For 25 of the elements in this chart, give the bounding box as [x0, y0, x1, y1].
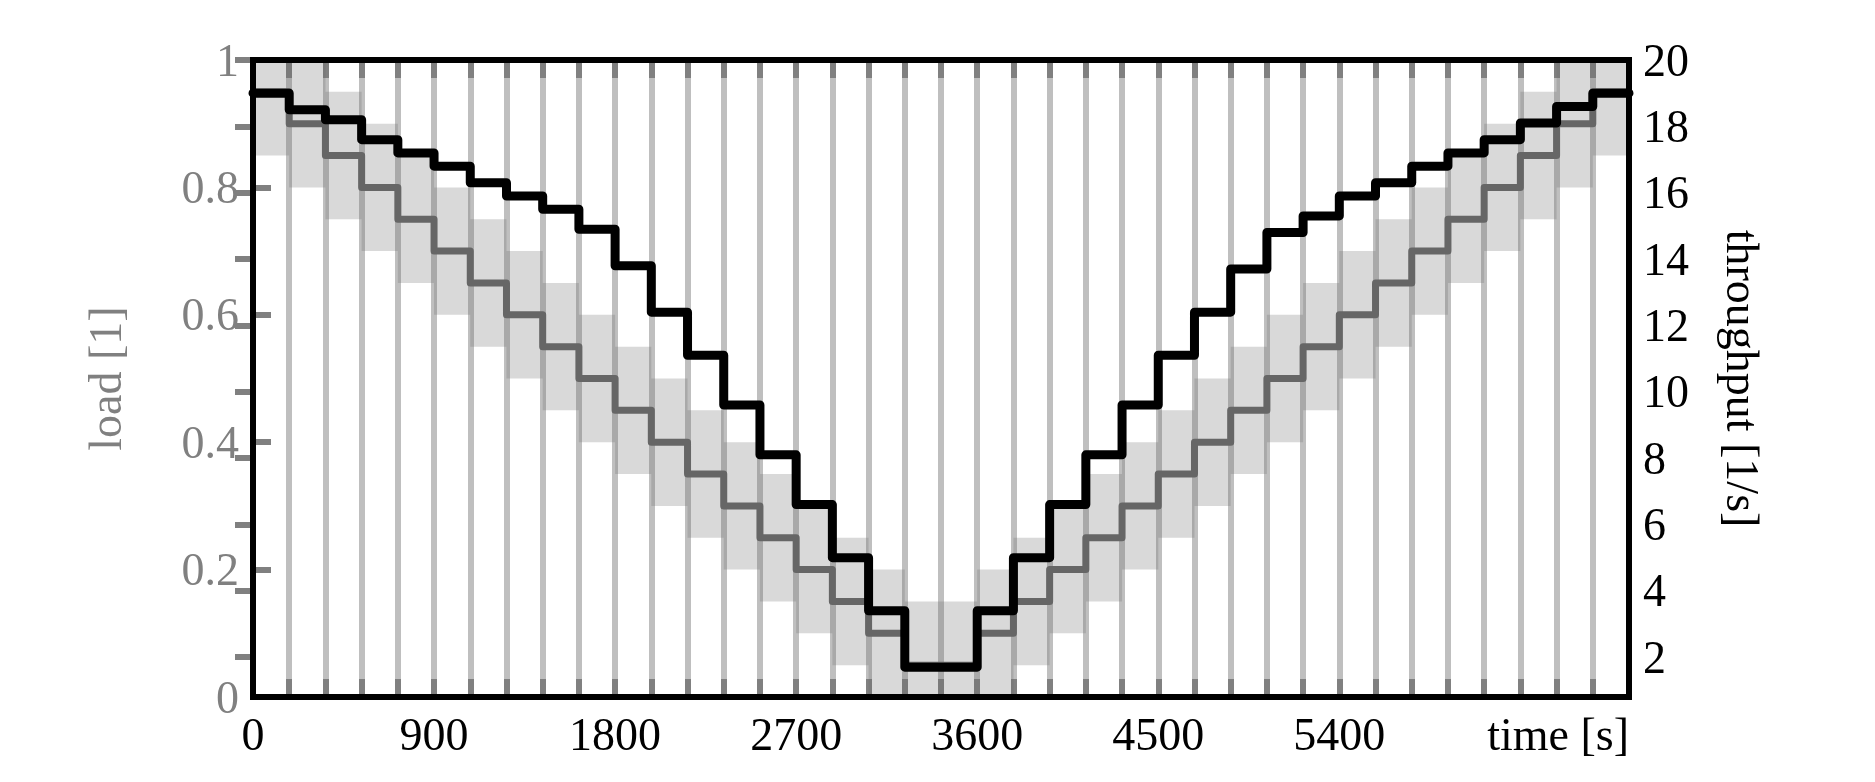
- x-tick-label: 5400: [1293, 708, 1386, 760]
- y2-tick-label: 20: [1643, 34, 1689, 86]
- y2-tick-label: 14: [1643, 233, 1689, 285]
- y2-tick-label: 16: [1643, 167, 1689, 219]
- x-tick-label: 4500: [1112, 708, 1205, 760]
- y-tick-label: 0.6: [181, 289, 239, 341]
- x-axis-title: time [s]: [1487, 708, 1629, 760]
- x-tick-label: 3600: [931, 708, 1024, 760]
- x-tick-label: 1800: [569, 708, 662, 760]
- y2-tick-label: 8: [1643, 432, 1666, 484]
- y-axis-title: load [1]: [79, 306, 131, 451]
- y2-tick-label: 6: [1643, 498, 1666, 550]
- y2-tick-label: 12: [1643, 299, 1689, 351]
- y2-tick-label: 10: [1643, 366, 1689, 418]
- y2-tick-label: 4: [1643, 565, 1666, 617]
- y2-tick-label: 2: [1643, 631, 1666, 683]
- y2-tick-label: 18: [1643, 100, 1689, 152]
- y-tick-label: 1: [216, 34, 239, 86]
- x-tick-label: 900: [399, 708, 469, 760]
- x-tick-label: 2700: [750, 708, 843, 760]
- y2-axis-title: throughput [1/s]: [1716, 229, 1768, 528]
- y-tick-label: 0: [216, 671, 239, 723]
- y-tick-label: 0.8: [181, 161, 239, 213]
- y-tick-label: 0.4: [181, 416, 239, 468]
- y-tick-label: 0.2: [181, 544, 239, 596]
